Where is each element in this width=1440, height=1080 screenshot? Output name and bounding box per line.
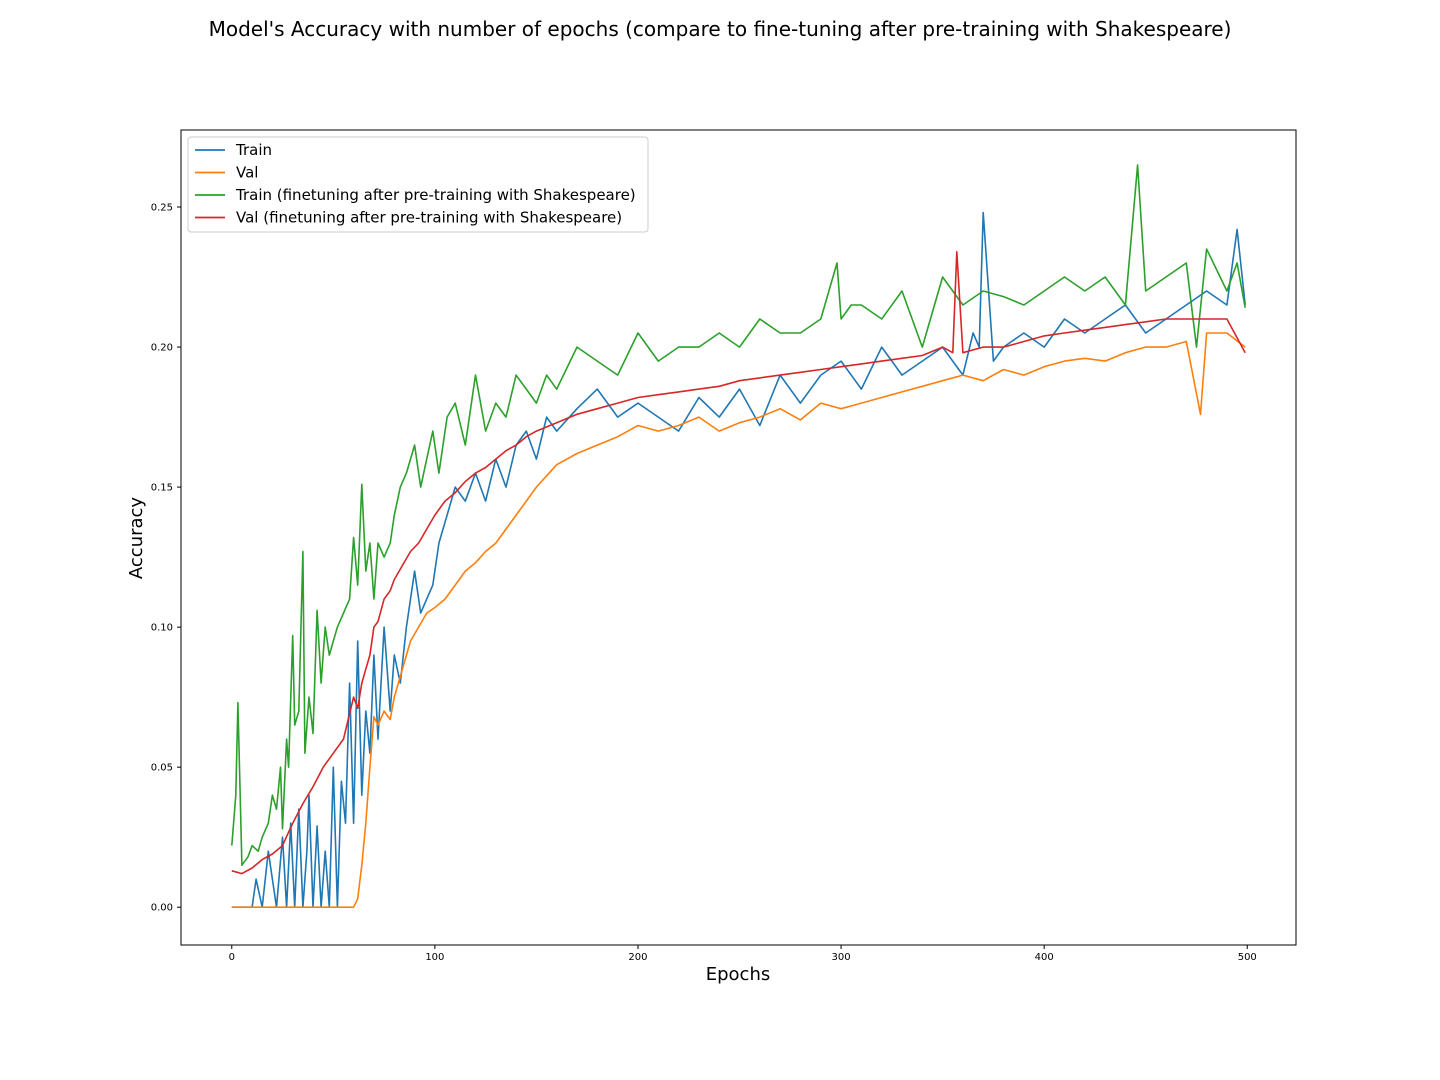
- legend-label-4: Val (finetuning after pre-training with …: [236, 209, 622, 227]
- series-line-2: [231, 332, 1246, 909]
- legend: Train Val Train (finetuning after pre-trai…: [187, 136, 649, 233]
- x-tick-label: 500: [1238, 952, 1257, 963]
- y-tick-label: 0.10: [151, 623, 173, 634]
- y-tick-label: 0.20: [151, 343, 173, 354]
- y-axis: 0.00 0.05 0.10 0.15 0.20 0.25: [151, 203, 181, 914]
- y-tick-label: 0.00: [151, 903, 173, 914]
- x-axis-label: Epochs: [706, 964, 771, 985]
- legend-label-1: Train: [235, 141, 272, 159]
- x-tick-label: 0: [229, 952, 235, 963]
- axes-frame: [180, 129, 1297, 946]
- series-line-1: [231, 211, 1246, 909]
- x-tick-label: 300: [832, 952, 851, 963]
- y-tick-label: 0.15: [151, 483, 173, 494]
- y-tick-label: 0.25: [151, 203, 173, 214]
- series-line-4: [231, 251, 1246, 875]
- x-tick-label: 400: [1035, 952, 1054, 963]
- legend-label-2: Val: [236, 164, 258, 182]
- chart-title: Model's Accuracy with number of epochs (…: [209, 17, 1232, 41]
- y-axis-label: Accuracy: [126, 497, 147, 580]
- plot-area: [231, 164, 1246, 909]
- x-tick-label: 100: [425, 952, 444, 963]
- x-tick-label: 200: [628, 952, 647, 963]
- y-tick-label: 0.05: [151, 763, 173, 774]
- series-line-3: [231, 164, 1246, 867]
- x-axis: 0 100 200 300 400 500: [229, 945, 1257, 963]
- legend-label-3: Train (finetuning after pre-training wit…: [235, 186, 636, 204]
- legend-box: [187, 136, 649, 233]
